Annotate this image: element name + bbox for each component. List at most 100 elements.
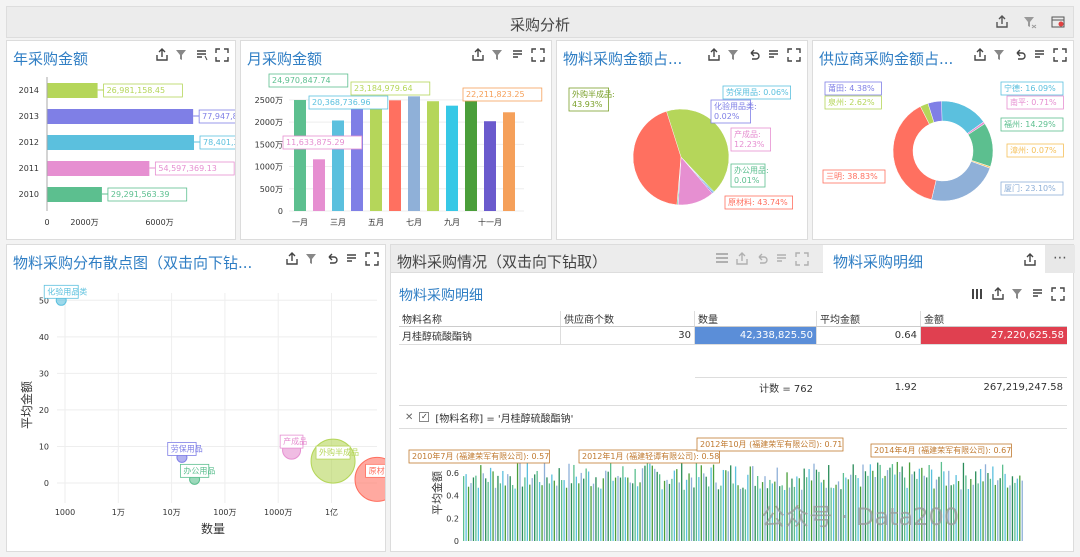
more-icon[interactable]: ⋯: [1045, 245, 1075, 273]
export-icon[interactable]: [991, 287, 1005, 301]
col-avg-amount[interactable]: 平均金额: [817, 311, 921, 326]
mini-bar: [502, 470, 504, 541]
mini-bar: [597, 487, 600, 541]
col-supplier-count[interactable]: 供应商个数: [561, 311, 695, 326]
close-icon[interactable]: ✕: [405, 411, 414, 423]
table-row[interactable]: 月桂醇硫酸酯钠 30 42,338,825.50 0.64 27,220,625…: [399, 327, 1067, 345]
donut-slice: [927, 100, 943, 123]
mini-bar: [504, 485, 506, 541]
checkbox[interactable]: ✓: [419, 412, 430, 422]
data-label-box: [198, 109, 235, 124]
drill-icon[interactable]: [345, 252, 359, 266]
export-icon[interactable]: [995, 15, 1009, 29]
mini-bar: [950, 485, 952, 541]
drill-icon[interactable]: [775, 252, 789, 266]
mini-bar: [916, 478, 918, 541]
month-bar: [313, 159, 325, 211]
undo-icon[interactable]: [1013, 48, 1027, 62]
mini-bar: [904, 477, 906, 541]
drill-icon[interactable]: [767, 48, 781, 62]
clear-filter-icon[interactable]: [993, 48, 1007, 62]
export-icon[interactable]: [155, 48, 169, 62]
mini-bar: [742, 487, 744, 541]
undo-icon[interactable]: [325, 252, 339, 266]
clear-filter-icon[interactable]: [305, 252, 319, 266]
grid-icon[interactable]: [971, 287, 985, 301]
tab-material-situation[interactable]: 物料采购情况（双击向下钻取）: [397, 253, 608, 271]
mini-bar: [700, 465, 702, 541]
month-bar-chart: 2500万 2000万 1500万 1000万 500万 0 一月 三月 五月 七月 九月 十一月 24…: [255, 73, 543, 227]
data-label-box: [730, 163, 766, 188]
mini-bar: [747, 474, 749, 541]
mini-bar: [940, 461, 943, 541]
mini-bar: [894, 474, 896, 541]
export-icon[interactable]: [735, 252, 749, 266]
mini-bar: [837, 481, 840, 541]
donut-slice: [931, 161, 991, 202]
mini-bar: [926, 477, 928, 541]
point-label-box: [365, 463, 385, 478]
clear-filter-icon[interactable]: [1023, 15, 1037, 29]
maximize-icon[interactable]: [787, 48, 801, 62]
mini-bar: [850, 474, 852, 541]
mini-bar: [828, 465, 830, 541]
clear-filter-icon[interactable]: [491, 48, 505, 62]
month-bar: [389, 100, 401, 211]
clear-filter-icon[interactable]: [175, 48, 189, 62]
col-amount[interactable]: 金额: [924, 315, 944, 326]
cell-name: 月桂醇硫酸酯钠: [399, 327, 561, 344]
mini-bar: [607, 471, 609, 541]
parameters-icon[interactable]: [1051, 15, 1065, 29]
summary-amount: 267,219,247.58: [983, 382, 1063, 393]
maximize-icon[interactable]: [1053, 48, 1067, 62]
mini-bar: [1019, 475, 1021, 541]
mini-bar: [744, 489, 747, 541]
year-bar: [47, 109, 194, 124]
export-icon[interactable]: [471, 48, 485, 62]
data-label-box: [710, 99, 751, 124]
clear-filter-icon[interactable]: [727, 48, 741, 62]
tab-material-detail[interactable]: 物料采购明细: [833, 253, 924, 271]
undo-icon[interactable]: [755, 252, 769, 266]
mini-bar: [477, 487, 479, 541]
col-quantity[interactable]: 数量: [695, 311, 817, 326]
panel-title: 物料采购金额占...: [563, 50, 683, 68]
export-icon[interactable]: [707, 48, 721, 62]
mini-bar: [605, 470, 607, 541]
maximize-icon[interactable]: [1051, 287, 1065, 301]
drill-icon[interactable]: [1033, 48, 1047, 62]
mini-bar: [918, 468, 920, 541]
mini-bar: [928, 464, 930, 541]
drill-icon[interactable]: [511, 48, 525, 62]
data-label: 劳保用品: 0.06%: [726, 87, 789, 97]
maximize-icon[interactable]: [365, 252, 379, 266]
col-material-name[interactable]: 物料名称: [399, 311, 561, 326]
y-tick: 40: [39, 333, 49, 342]
mini-bar: [864, 471, 867, 541]
maximize-icon[interactable]: [531, 48, 545, 62]
clear-filter-icon[interactable]: [1011, 287, 1025, 301]
export-icon[interactable]: [973, 48, 987, 62]
mini-bar: [818, 471, 820, 541]
mini-bar: [666, 479, 668, 541]
drill-icon[interactable]: [195, 48, 209, 62]
mini-bar: [624, 477, 626, 541]
mini-bar: [543, 462, 546, 541]
year-label: 2012: [19, 138, 39, 147]
mini-bar: [475, 475, 477, 541]
annotation: 2012年1月 (福建轻谭有限公司): 0.58: [582, 451, 719, 461]
mini-bar: [796, 476, 798, 541]
undo-icon[interactable]: [747, 48, 761, 62]
export-icon[interactable]: [1023, 253, 1037, 267]
data-label: 化验用品类:: [714, 101, 757, 111]
y-tick: 0.4: [446, 492, 459, 501]
grid-icon[interactable]: [715, 252, 729, 266]
mini-bar: [695, 461, 698, 541]
maximize-icon[interactable]: [795, 252, 809, 266]
drill-icon[interactable]: [1031, 287, 1045, 301]
data-label: 23,184,979.64: [354, 84, 413, 93]
export-icon[interactable]: [285, 252, 299, 266]
maximize-icon[interactable]: [215, 48, 229, 62]
mini-bar: [769, 479, 771, 541]
